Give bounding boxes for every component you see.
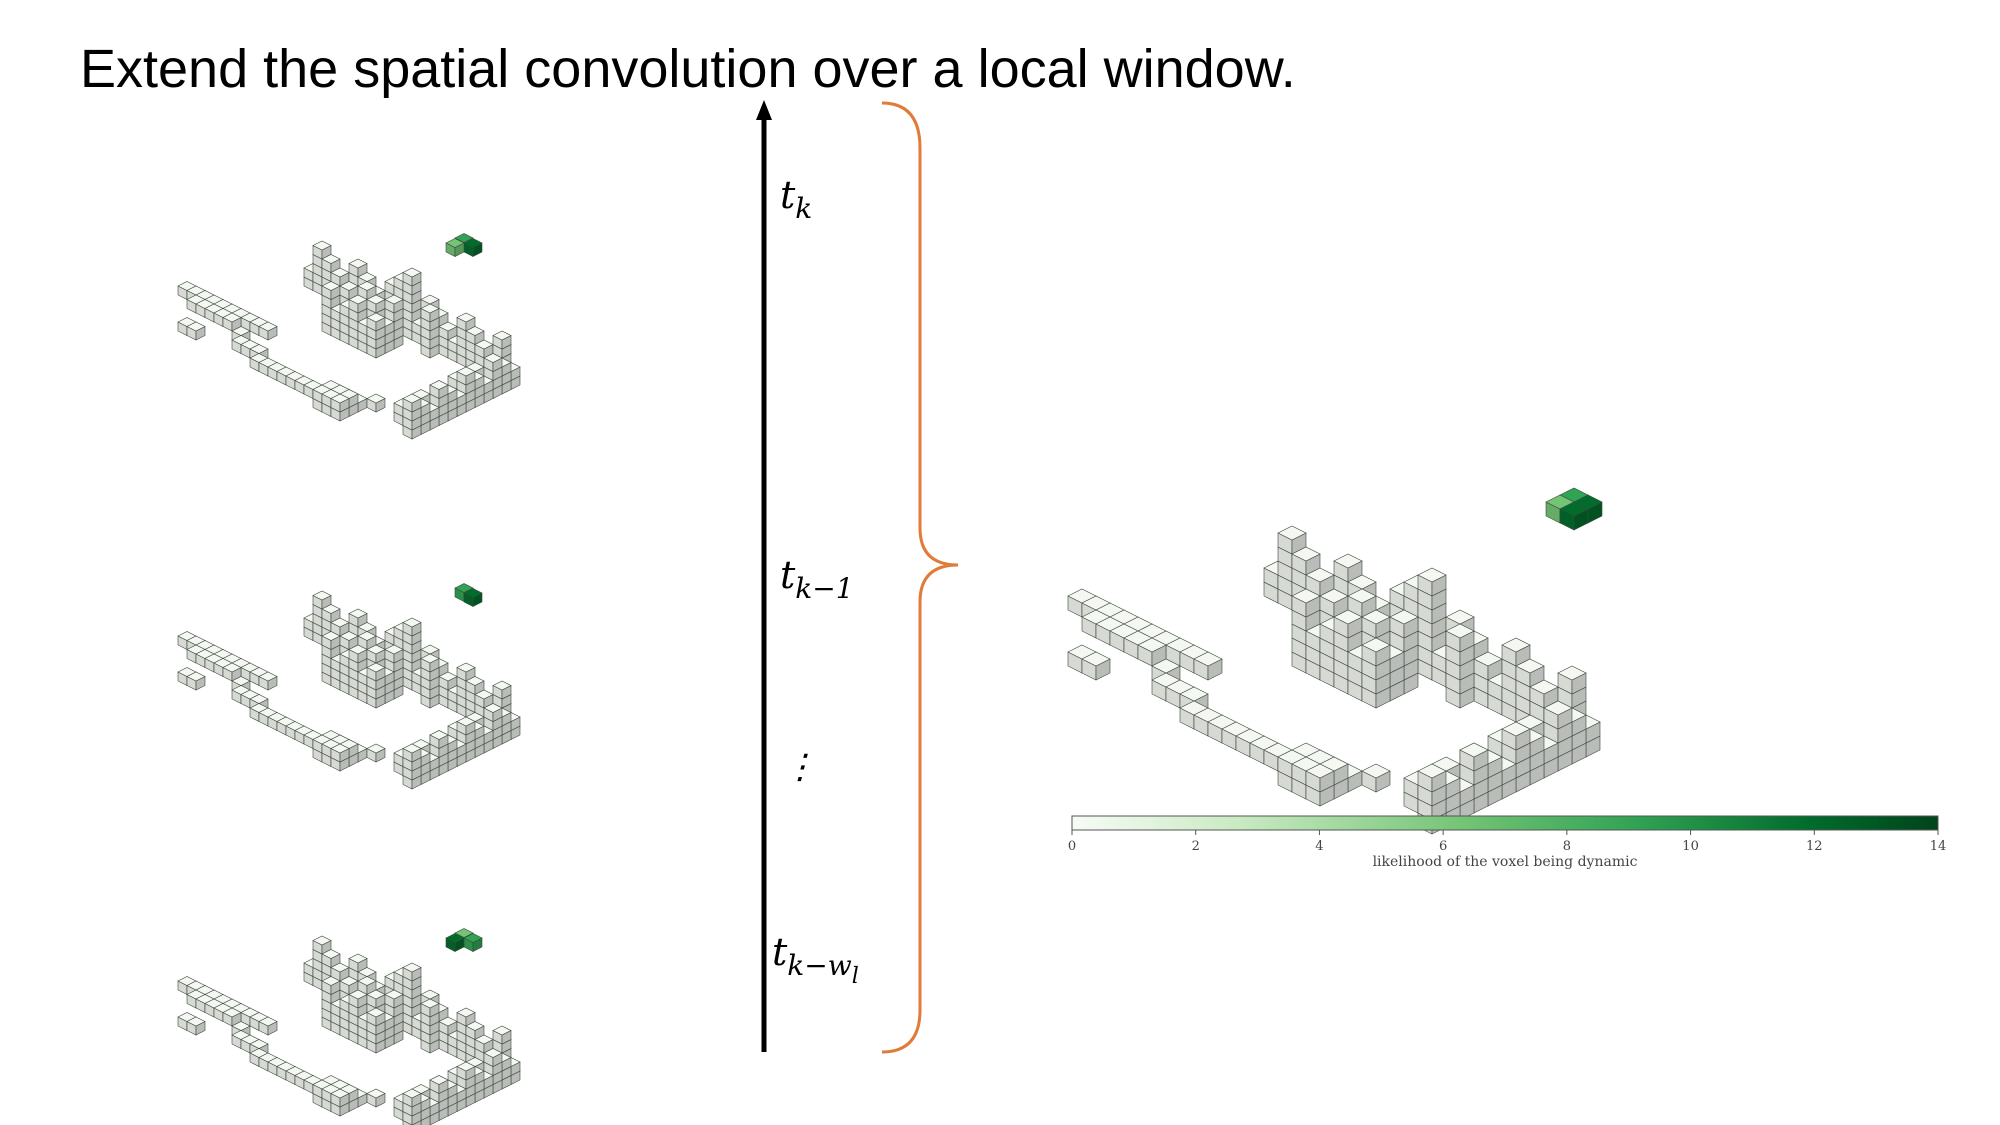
time-axis xyxy=(756,100,772,1052)
colorbar-tick-label: 6 xyxy=(1439,839,1447,854)
aggregation-brace xyxy=(881,101,959,1054)
time-label-tk-1: tk−1 xyxy=(780,553,854,605)
voxel-map-tk xyxy=(177,233,521,440)
colorbar-tick-label: 4 xyxy=(1315,839,1323,854)
colorbar: 0 2 4 6 8 10 12 14 likelihood of the voxel bein… xyxy=(1068,815,1947,870)
voxel-map-tk-1 xyxy=(177,583,521,790)
time-axis-arrowhead xyxy=(756,100,772,120)
colorbar-title: likelihood of the voxel being dynamic xyxy=(1373,854,1638,870)
time-ellipsis: ⋮ xyxy=(783,747,817,787)
colorbar-tick-label: 2 xyxy=(1192,839,1200,854)
colorbar-tick-label: 10 xyxy=(1682,839,1699,854)
time-label-tk-wl: tk−wl xyxy=(772,930,859,989)
colorbar-gradient xyxy=(1071,815,1939,831)
time-label-tk: tk xyxy=(780,173,812,225)
slide-title: Extend the spatial convolution over a lo… xyxy=(80,39,1296,99)
colorbar-tick-label: 14 xyxy=(1930,839,1947,854)
colorbar-tick-label: 12 xyxy=(1806,839,1823,854)
voxel-map-tk-wl xyxy=(177,928,521,1125)
colorbar-tick-label: 0 xyxy=(1068,839,1076,854)
voxel-map-aggregated xyxy=(1067,487,1603,835)
colorbar-tick-label: 8 xyxy=(1563,839,1571,854)
